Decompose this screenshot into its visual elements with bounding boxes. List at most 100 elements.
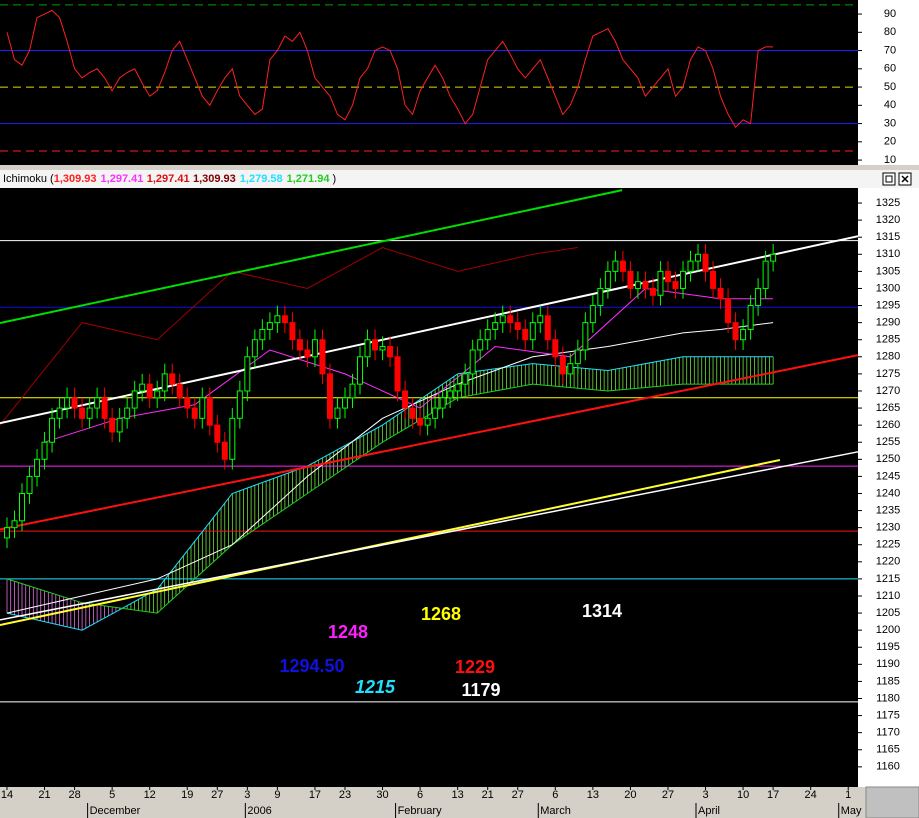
candle-body [762,260,769,289]
candle-body [274,315,281,324]
y-tick-label: 1295 [876,299,900,311]
level-label: 1215 [355,677,396,697]
candle-body [169,373,176,385]
candle-body [409,407,416,419]
y-tick-label: 1305 [876,265,900,277]
x-tick-label: 19 [181,789,193,801]
level-label: 1179 [461,680,500,700]
separator [0,165,919,170]
candle-body [417,417,424,426]
candle-body [71,397,78,409]
month-label: February [398,805,443,817]
candle-body [191,407,198,419]
y-tick-label: 70 [884,44,896,56]
y-tick-label: 1315 [876,231,900,243]
y-tick-label: 90 [884,8,896,20]
candle-body [462,373,469,385]
y-tick-label: 1235 [876,504,900,516]
candle-body [492,322,499,330]
candle-body [56,407,63,419]
candle-body [244,356,251,392]
candle-body [537,315,544,324]
candle-body [687,260,694,272]
overlay-line [0,246,578,426]
candle-body [19,492,26,522]
maximize-icon [885,175,893,183]
candle-body [619,260,626,272]
candle-body [214,424,221,443]
candle-body [372,339,379,351]
y-tick-label: 1185 [876,675,900,687]
level-label: 1248 [328,622,368,642]
candle-body [604,270,611,289]
candle-body [529,322,536,341]
candle-body [3,527,10,539]
overlay-line [0,235,859,425]
candle-body [296,339,303,351]
candle-body [357,356,364,385]
candle-body [94,397,101,409]
candle-body [649,287,656,296]
x-tick-label: 13 [587,789,599,801]
candle-body [755,287,762,307]
candle-body [679,270,686,289]
candle-body [341,397,348,409]
candle-body [41,441,48,460]
date-axis-panel [0,787,919,818]
candle-body [477,339,484,351]
candle-body [499,315,506,324]
month-label: December [90,805,141,817]
level-label: 1314 [582,601,622,621]
candle-body [574,349,581,365]
candle-body [34,458,41,477]
candle-body [326,373,333,419]
candle-body [49,417,56,443]
y-tick-label: 80 [884,26,896,38]
candle-body [552,339,559,358]
legend-paren: ) [332,173,336,185]
maximize-button[interactable] [882,172,896,186]
candle-body [740,328,747,341]
candle-body [229,417,236,460]
x-tick-label: 14 [1,789,13,801]
x-tick-label: 24 [805,789,817,801]
y-tick-label: 1225 [876,539,900,551]
candle-body [161,373,168,392]
x-tick-label: 6 [417,789,423,801]
month-label: March [540,805,571,817]
indicator-header [0,170,919,188]
candle-body [206,397,213,426]
overlay-line [6,383,774,614]
y-tick-label: 1255 [876,436,900,448]
candle-body [770,253,777,262]
candle-body [695,253,702,262]
y-tick-label: 1210 [876,590,900,602]
candle-body [131,390,138,409]
candle-body [672,281,679,289]
candle-body [146,383,153,399]
candle-body [642,281,649,289]
candle-body [109,417,116,433]
candle-body [199,397,206,419]
y-tick-label: 50 [884,81,896,93]
candle-body [116,417,123,433]
y-tick-label: 1265 [876,402,900,414]
x-tick-label: 5 [109,789,115,801]
candle-body [432,407,439,419]
candle-body [657,270,664,296]
legend-value: 1,279.58 [240,173,283,185]
candle-body [101,397,108,419]
y-tick-label: 1205 [876,607,900,619]
candle-body [612,260,619,272]
candle-body [717,287,724,300]
y-tick-label: 1215 [876,573,900,585]
y-tick-label: 1165 [876,744,900,756]
legend-value: 1,271.94 [287,173,331,185]
candle-body [334,407,341,419]
price-axis-panel [858,188,919,787]
candle-body [176,383,183,399]
y-tick-label: 10 [884,154,896,166]
y-tick-label: 1175 [876,709,900,721]
x-tick-label: 17 [309,789,321,801]
